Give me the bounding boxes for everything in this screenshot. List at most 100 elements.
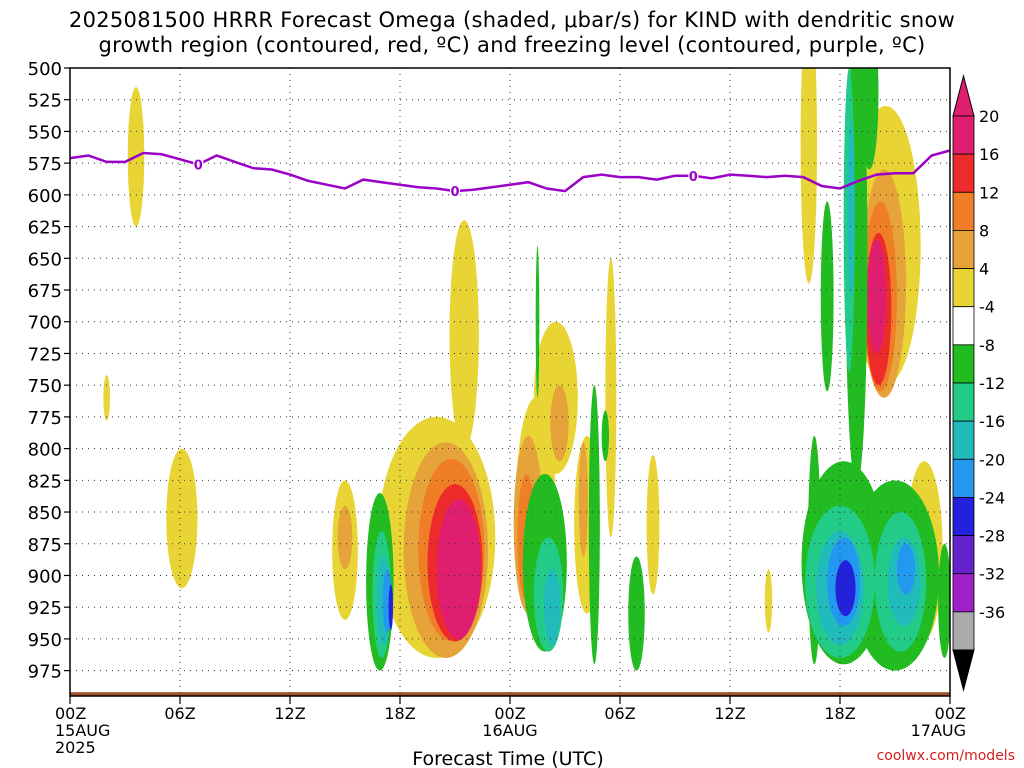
contour-label: 0 [450, 185, 459, 200]
y-tick-label: 800 [28, 440, 62, 461]
y-tick-label: 950 [28, 630, 62, 651]
x-tick-date: 17AUG [911, 721, 966, 740]
colorbar-segment [952, 458, 975, 498]
terrain-strip [70, 692, 950, 696]
colorbar-label: 8 [979, 221, 989, 240]
x-tick-label: 06Z [164, 704, 195, 723]
colorbar-segment [952, 344, 975, 384]
colorbar-segment [952, 497, 975, 536]
y-tick-label: 725 [28, 344, 62, 365]
y-tick-label: 775 [28, 408, 62, 429]
colorbar-segment [952, 115, 975, 155]
omega-region-33 [601, 410, 609, 462]
y-tick-label: 575 [28, 154, 62, 175]
omega-region-15 [764, 569, 773, 633]
colorbar-segment [952, 535, 975, 575]
x-tick-label: 12Z [274, 704, 305, 723]
colorbar-segment [952, 306, 975, 346]
colorbar-label: 12 [979, 183, 999, 202]
colorbar-label: -32 [979, 565, 1005, 584]
y-axis-ticks: 500 525 550 575 600 625 650 675 700 725 750 775 800 8… [28, 59, 70, 683]
colorbar-segment [952, 611, 975, 651]
omega-shading [103, 68, 950, 671]
colorbar-label: -4 [979, 298, 995, 317]
x-tick-year: 2025 [55, 738, 96, 757]
colorbar-label: 16 [979, 145, 999, 164]
colorbar-label: -12 [979, 374, 1005, 393]
contour-label-bg [688, 167, 699, 184]
colorbar-label: -20 [979, 450, 1005, 469]
x-tick-label: 06Z [604, 704, 635, 723]
omega-region-28 [867, 239, 886, 354]
colorbar-segment [952, 382, 975, 422]
y-tick-label: 925 [28, 598, 62, 619]
colorbar-segment [952, 420, 975, 460]
x-tick-label: 00Z [494, 704, 525, 723]
x-tick-label: 18Z [824, 704, 855, 723]
y-tick-label: 500 [28, 59, 62, 80]
colorbar-segment [952, 153, 975, 193]
colorbar-segment [952, 573, 975, 613]
y-tick-label: 975 [28, 662, 62, 683]
omega-region-48 [543, 569, 561, 646]
terrain-fill [70, 692, 950, 696]
y-tick-label: 700 [28, 313, 62, 334]
omega-region-1 [103, 375, 110, 421]
colorbar: 20 16 12 8 4 -4 -8 -12 -16 -20 -24 -28 -32 -36 [952, 74, 1005, 692]
contour-label: 0 [689, 170, 698, 185]
contour-label: 0 [194, 158, 203, 173]
colorbar-label: 20 [979, 107, 999, 126]
y-tick-label: 850 [28, 503, 62, 524]
y-tick-label: 750 [28, 376, 62, 397]
colorbar-under-arrow [952, 649, 975, 692]
y-tick-label: 875 [28, 535, 62, 556]
x-axis-label: Forecast Time (UTC) [412, 748, 603, 768]
colorbar-segment [952, 268, 975, 308]
colorbar-segment [952, 191, 975, 231]
freezing-level-line [69, 149, 951, 193]
omega-region-27 [436, 499, 481, 639]
omega-region-9 [605, 258, 617, 538]
omega-region-10 [646, 454, 660, 595]
x-tick-label: 18Z [384, 704, 415, 723]
chart-title-line-2: growth region (contoured, red, ºC) and f… [98, 33, 926, 57]
omega-region-55 [388, 584, 394, 631]
colorbar-label: -8 [979, 336, 995, 355]
y-tick-label: 675 [28, 281, 62, 302]
chart-title-line-1: 2025081500 HRRR Forecast Omega (shaded, … [68, 8, 956, 32]
colorbar-label: -28 [979, 527, 1005, 546]
freezing-level-contour: 0 0 0 [69, 149, 951, 200]
colorbar-label: -36 [979, 603, 1005, 622]
omega-region-20 [578, 442, 588, 557]
x-tick-label: 00Z [935, 704, 966, 723]
y-tick-label: 900 [28, 566, 62, 587]
omega-region-54 [896, 543, 916, 595]
omega-region-16 [337, 505, 353, 570]
omega-region-38 [820, 201, 834, 392]
x-tick-label: 12Z [714, 704, 745, 723]
y-tick-label: 625 [28, 218, 62, 239]
x-tick-date: 16AUG [482, 721, 537, 740]
colorbar-segment [952, 230, 975, 269]
contour-label-bg [450, 183, 460, 200]
omega-region-19 [550, 385, 569, 462]
x-tick-label: 00Z [55, 704, 86, 723]
omega-region-56 [835, 560, 856, 617]
omega-region-40 [860, 68, 879, 170]
omega-region-31 [535, 245, 540, 398]
y-tick-label: 650 [28, 249, 62, 270]
y-tick-label: 825 [28, 471, 62, 492]
contour-label-bg [193, 156, 204, 173]
omega-region-32 [588, 385, 600, 665]
site-credit: coolwx.com/models [876, 748, 1015, 764]
colorbar-over-arrow [952, 74, 975, 117]
omega-region-11 [800, 68, 818, 284]
omega-region-51 [847, 118, 855, 297]
omega-region-34 [628, 556, 645, 671]
colorbar-label: -16 [979, 412, 1005, 431]
y-tick-label: 525 [28, 91, 62, 112]
omega-region-41 [938, 543, 950, 658]
y-tick-label: 600 [28, 186, 62, 207]
